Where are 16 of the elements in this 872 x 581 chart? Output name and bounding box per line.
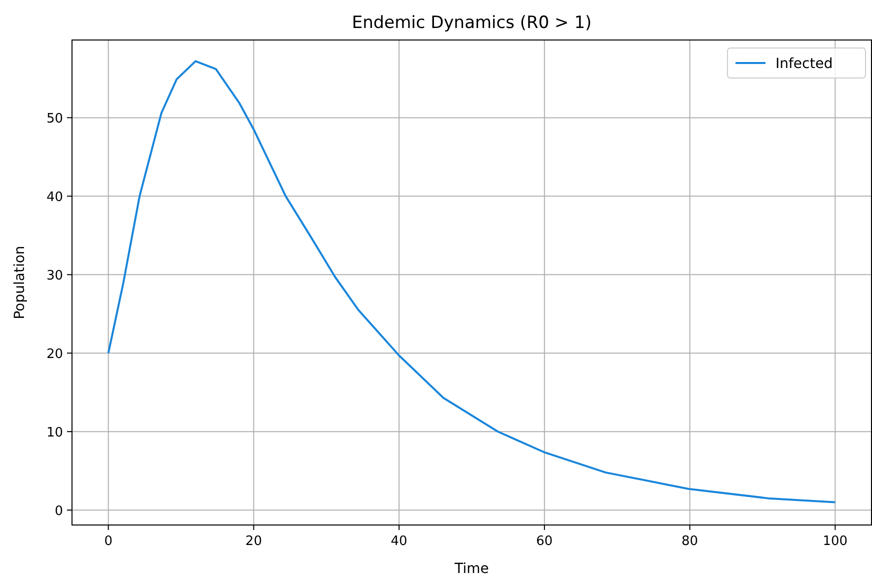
chart-title: Endemic Dynamics (R0 > 1) (352, 13, 592, 33)
y-tick-label: 30 (46, 268, 63, 284)
legend-label: Infected (776, 56, 833, 72)
x-tick-label: 0 (104, 534, 112, 549)
x-axis-title: Time (454, 561, 489, 577)
y-tick-label: 10 (46, 426, 63, 441)
x-tick-label: 20 (245, 534, 262, 549)
x-tick-label: 100 (822, 534, 848, 549)
y-tick-label: 20 (46, 347, 63, 362)
y-axis-title: Population (12, 246, 28, 320)
x-tick-label: 80 (682, 534, 698, 549)
x-tick-label: 40 (390, 534, 408, 549)
y-tick-label: 40 (46, 190, 63, 206)
x-tick-label: 60 (536, 534, 553, 549)
y-tick-label: 0 (54, 504, 63, 520)
y-tick-label: 50 (46, 112, 63, 127)
